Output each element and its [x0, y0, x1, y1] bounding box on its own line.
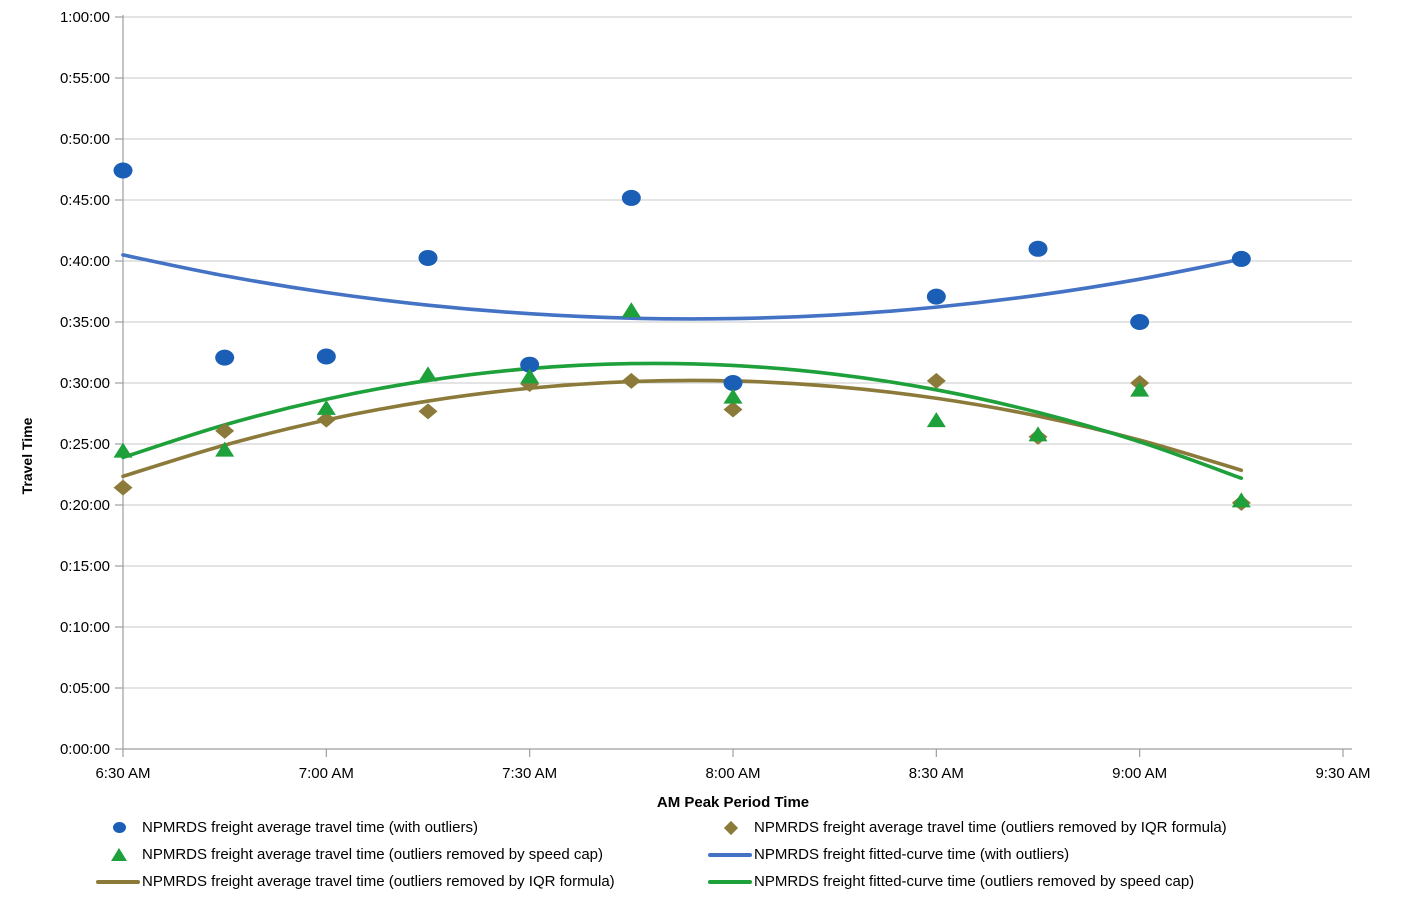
- y-axis-title: Travel Time: [19, 417, 35, 494]
- legend-item-avg-iqr-line: NPMRDS freight average travel time (outl…: [96, 868, 708, 895]
- y-tick-label: 0:35:00: [60, 314, 110, 331]
- x-tick-label: 8:00 AM: [705, 765, 760, 782]
- chart-legend: NPMRDS freight average travel time (with…: [96, 814, 1396, 895]
- data-point-diamond: [316, 411, 336, 428]
- y-tick-label: 0:20:00: [60, 497, 110, 514]
- legend-label: NPMRDS freight average travel time (outl…: [754, 819, 1227, 836]
- line-marker-icon: [708, 879, 754, 884]
- data-point-triangle: [316, 399, 336, 415]
- data-point-circle: [1231, 250, 1251, 267]
- legend-label: NPMRDS freight fitted-curve time (outlie…: [754, 873, 1195, 890]
- x-tick-label: 9:30 AM: [1315, 765, 1370, 782]
- legend-label: NPMRDS freight average travel time (with…: [142, 819, 478, 836]
- data-point-circle: [1028, 240, 1048, 257]
- data-point-circle: [418, 249, 438, 266]
- data-point-circle: [723, 375, 743, 391]
- data-point-triangle: [113, 442, 133, 458]
- legend-column-right: NPMRDS freight average travel time (outl…: [708, 814, 1396, 895]
- line-marker-icon: [96, 879, 142, 884]
- legend-label: NPMRDS freight average travel time (outl…: [142, 873, 615, 890]
- x-tick-label: 6:30 AM: [95, 765, 150, 782]
- data-point-triangle: [926, 412, 946, 428]
- legend-label: NPMRDS freight average travel time (outl…: [142, 846, 604, 863]
- y-tick-label: 0:40:00: [60, 253, 110, 270]
- data-point-diamond: [723, 401, 743, 418]
- data-point-triangle: [520, 368, 540, 384]
- data-point-triangle: [215, 441, 235, 457]
- data-point-circle: [621, 189, 641, 206]
- data-point-circle: [1130, 314, 1150, 330]
- data-point-diamond: [113, 479, 133, 496]
- y-tick-label: 0:50:00: [60, 131, 110, 148]
- legend-label: NPMRDS freight fitted-curve time (with o…: [754, 846, 1070, 863]
- x-tick-label: 7:30 AM: [502, 765, 557, 782]
- x-tick-label: 8:30 AM: [909, 765, 964, 782]
- legend-item-avg-with-outliers: NPMRDS freight average travel time (with…: [96, 814, 708, 841]
- data-point-diamond: [215, 422, 235, 439]
- legend-item-avg-speed-cap: NPMRDS freight average travel time (outl…: [96, 841, 708, 868]
- fitted-curve: [121, 253, 1244, 321]
- y-tick-label: 0:10:00: [60, 619, 110, 636]
- x-axis-title: AM Peak Period Time: [657, 794, 809, 811]
- legend-item-avg-iqr: NPMRDS freight average travel time (outl…: [708, 814, 1396, 841]
- y-tick-label: 1:00:00: [60, 9, 110, 26]
- data-point-triangle: [621, 302, 641, 318]
- data-point-circle: [926, 288, 946, 305]
- data-point-circle: [520, 356, 540, 373]
- data-point-circle: [113, 162, 133, 179]
- data-point-triangle: [418, 366, 438, 382]
- fitted-curve: [121, 378, 1244, 479]
- legend-item-fitted-with-outliers: NPMRDS freight fitted-curve time (with o…: [708, 841, 1396, 868]
- fitted-curve: [121, 361, 1244, 480]
- y-tick-label: 0:00:00: [60, 741, 110, 758]
- data-point-circle: [316, 348, 336, 365]
- line-marker-icon: [708, 852, 754, 857]
- data-point-diamond: [926, 372, 946, 389]
- circle-marker-icon: [96, 822, 142, 833]
- y-tick-label: 0:55:00: [60, 70, 110, 87]
- data-point-triangle: [1231, 492, 1251, 508]
- y-tick-label: 0:15:00: [60, 558, 110, 575]
- y-tick-label: 0:25:00: [60, 436, 110, 453]
- data-point-triangle: [1028, 426, 1048, 442]
- data-point-triangle: [723, 388, 743, 404]
- y-tick-label: 0:45:00: [60, 192, 110, 209]
- data-point-triangle: [1130, 381, 1150, 397]
- legend-item-fitted-speed-cap: NPMRDS freight fitted-curve time (outlie…: [708, 868, 1396, 895]
- y-tick-label: 0:30:00: [60, 375, 110, 392]
- x-tick-label: 7:00 AM: [299, 765, 354, 782]
- x-tick-label: 9:00 AM: [1112, 765, 1167, 782]
- data-point-diamond: [418, 403, 438, 420]
- data-point-diamond: [621, 372, 641, 389]
- chart-plot-area: 0:00:00 0:05:00 0:10:00 0:15:00 0:20:00 0:25:…: [19, 9, 1371, 811]
- legend-column-left: NPMRDS freight average travel time (with…: [96, 814, 708, 895]
- diamond-marker-icon: [708, 820, 754, 835]
- data-point-circle: [215, 349, 235, 366]
- y-tick-label: 0:05:00: [60, 680, 110, 697]
- triangle-marker-icon: [96, 848, 142, 861]
